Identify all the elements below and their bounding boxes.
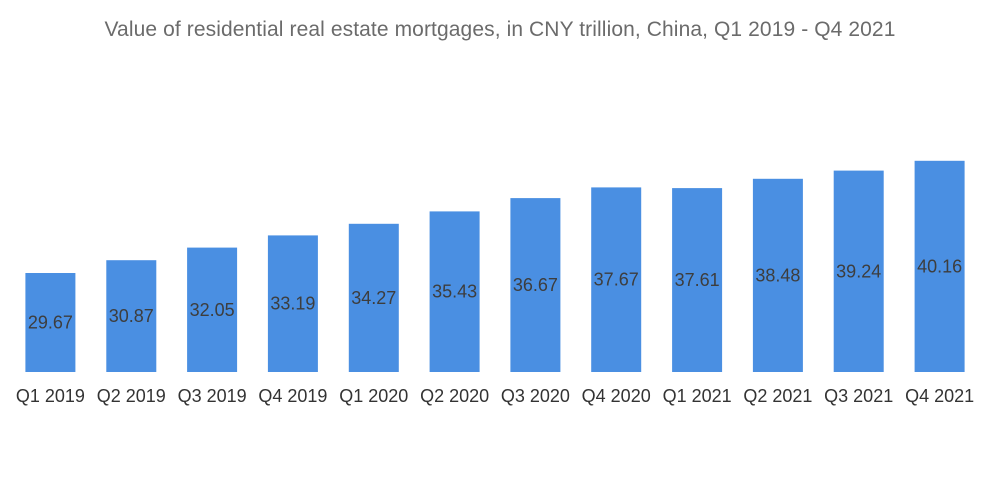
x-tick-q4-2020: Q4 2020 [582, 386, 651, 406]
x-tick-q1-2019: Q1 2019 [16, 386, 85, 406]
x-tick-q1-2021: Q1 2021 [663, 386, 732, 406]
x-tick-q3-2020: Q3 2020 [501, 386, 570, 406]
bar-q2-2019 [106, 260, 157, 372]
x-tick-q4-2019: Q4 2019 [258, 386, 327, 406]
x-tick-q3-2019: Q3 2019 [178, 386, 247, 406]
data-label-q4-2020: 37.67 [594, 270, 639, 290]
bar-q1-2020 [348, 223, 399, 372]
chart-title: Value of residential real estate mortgag… [104, 18, 896, 41]
x-axis-tick-labels: Q1 2019 Q2 2019 Q3 2019 Q4 2019 Q1 2020 Q2 20… [16, 386, 974, 406]
data-label-q2-2019: 30.87 [109, 306, 154, 326]
data-label-q1-2020: 34.27 [351, 288, 396, 308]
bar-q4-2019 [267, 235, 318, 372]
x-tick-q4-2021: Q4 2021 [905, 386, 974, 406]
x-tick-q2-2021: Q2 2021 [743, 386, 812, 406]
data-label-q3-2020: 36.67 [513, 275, 558, 295]
x-tick-q3-2021: Q3 2021 [824, 386, 893, 406]
x-tick-q2-2020: Q2 2020 [420, 386, 489, 406]
data-label-q4-2021: 40.16 [917, 256, 962, 276]
bar-q3-2019 [187, 247, 238, 372]
x-tick-q1-2020: Q1 2020 [339, 386, 408, 406]
bar-q3-2020 [510, 198, 561, 372]
bar-q4-2021 [914, 160, 965, 372]
bar-q3-2021 [833, 170, 884, 372]
data-label-q2-2020: 35.43 [432, 282, 477, 302]
data-label-q3-2019: 32.05 [190, 300, 235, 320]
bars-layer [25, 160, 965, 372]
data-label-q3-2021: 39.24 [836, 261, 881, 281]
bar-q1-2019 [25, 273, 76, 372]
data-label-q1-2021: 37.61 [675, 270, 720, 290]
x-tick-q2-2019: Q2 2019 [97, 386, 166, 406]
data-label-q2-2021: 38.48 [755, 265, 800, 285]
data-label-q1-2019: 29.67 [28, 313, 73, 333]
data-label-q4-2019: 33.19 [270, 294, 315, 314]
bar-q2-2021 [752, 178, 803, 372]
data-labels-layer: 29.67 30.87 32.05 33.19 34.27 35.43 36.67 37.67… [28, 256, 962, 332]
bar-q4-2020 [591, 187, 642, 372]
bar-q1-2021 [672, 188, 723, 372]
bar-q2-2020 [429, 211, 480, 372]
